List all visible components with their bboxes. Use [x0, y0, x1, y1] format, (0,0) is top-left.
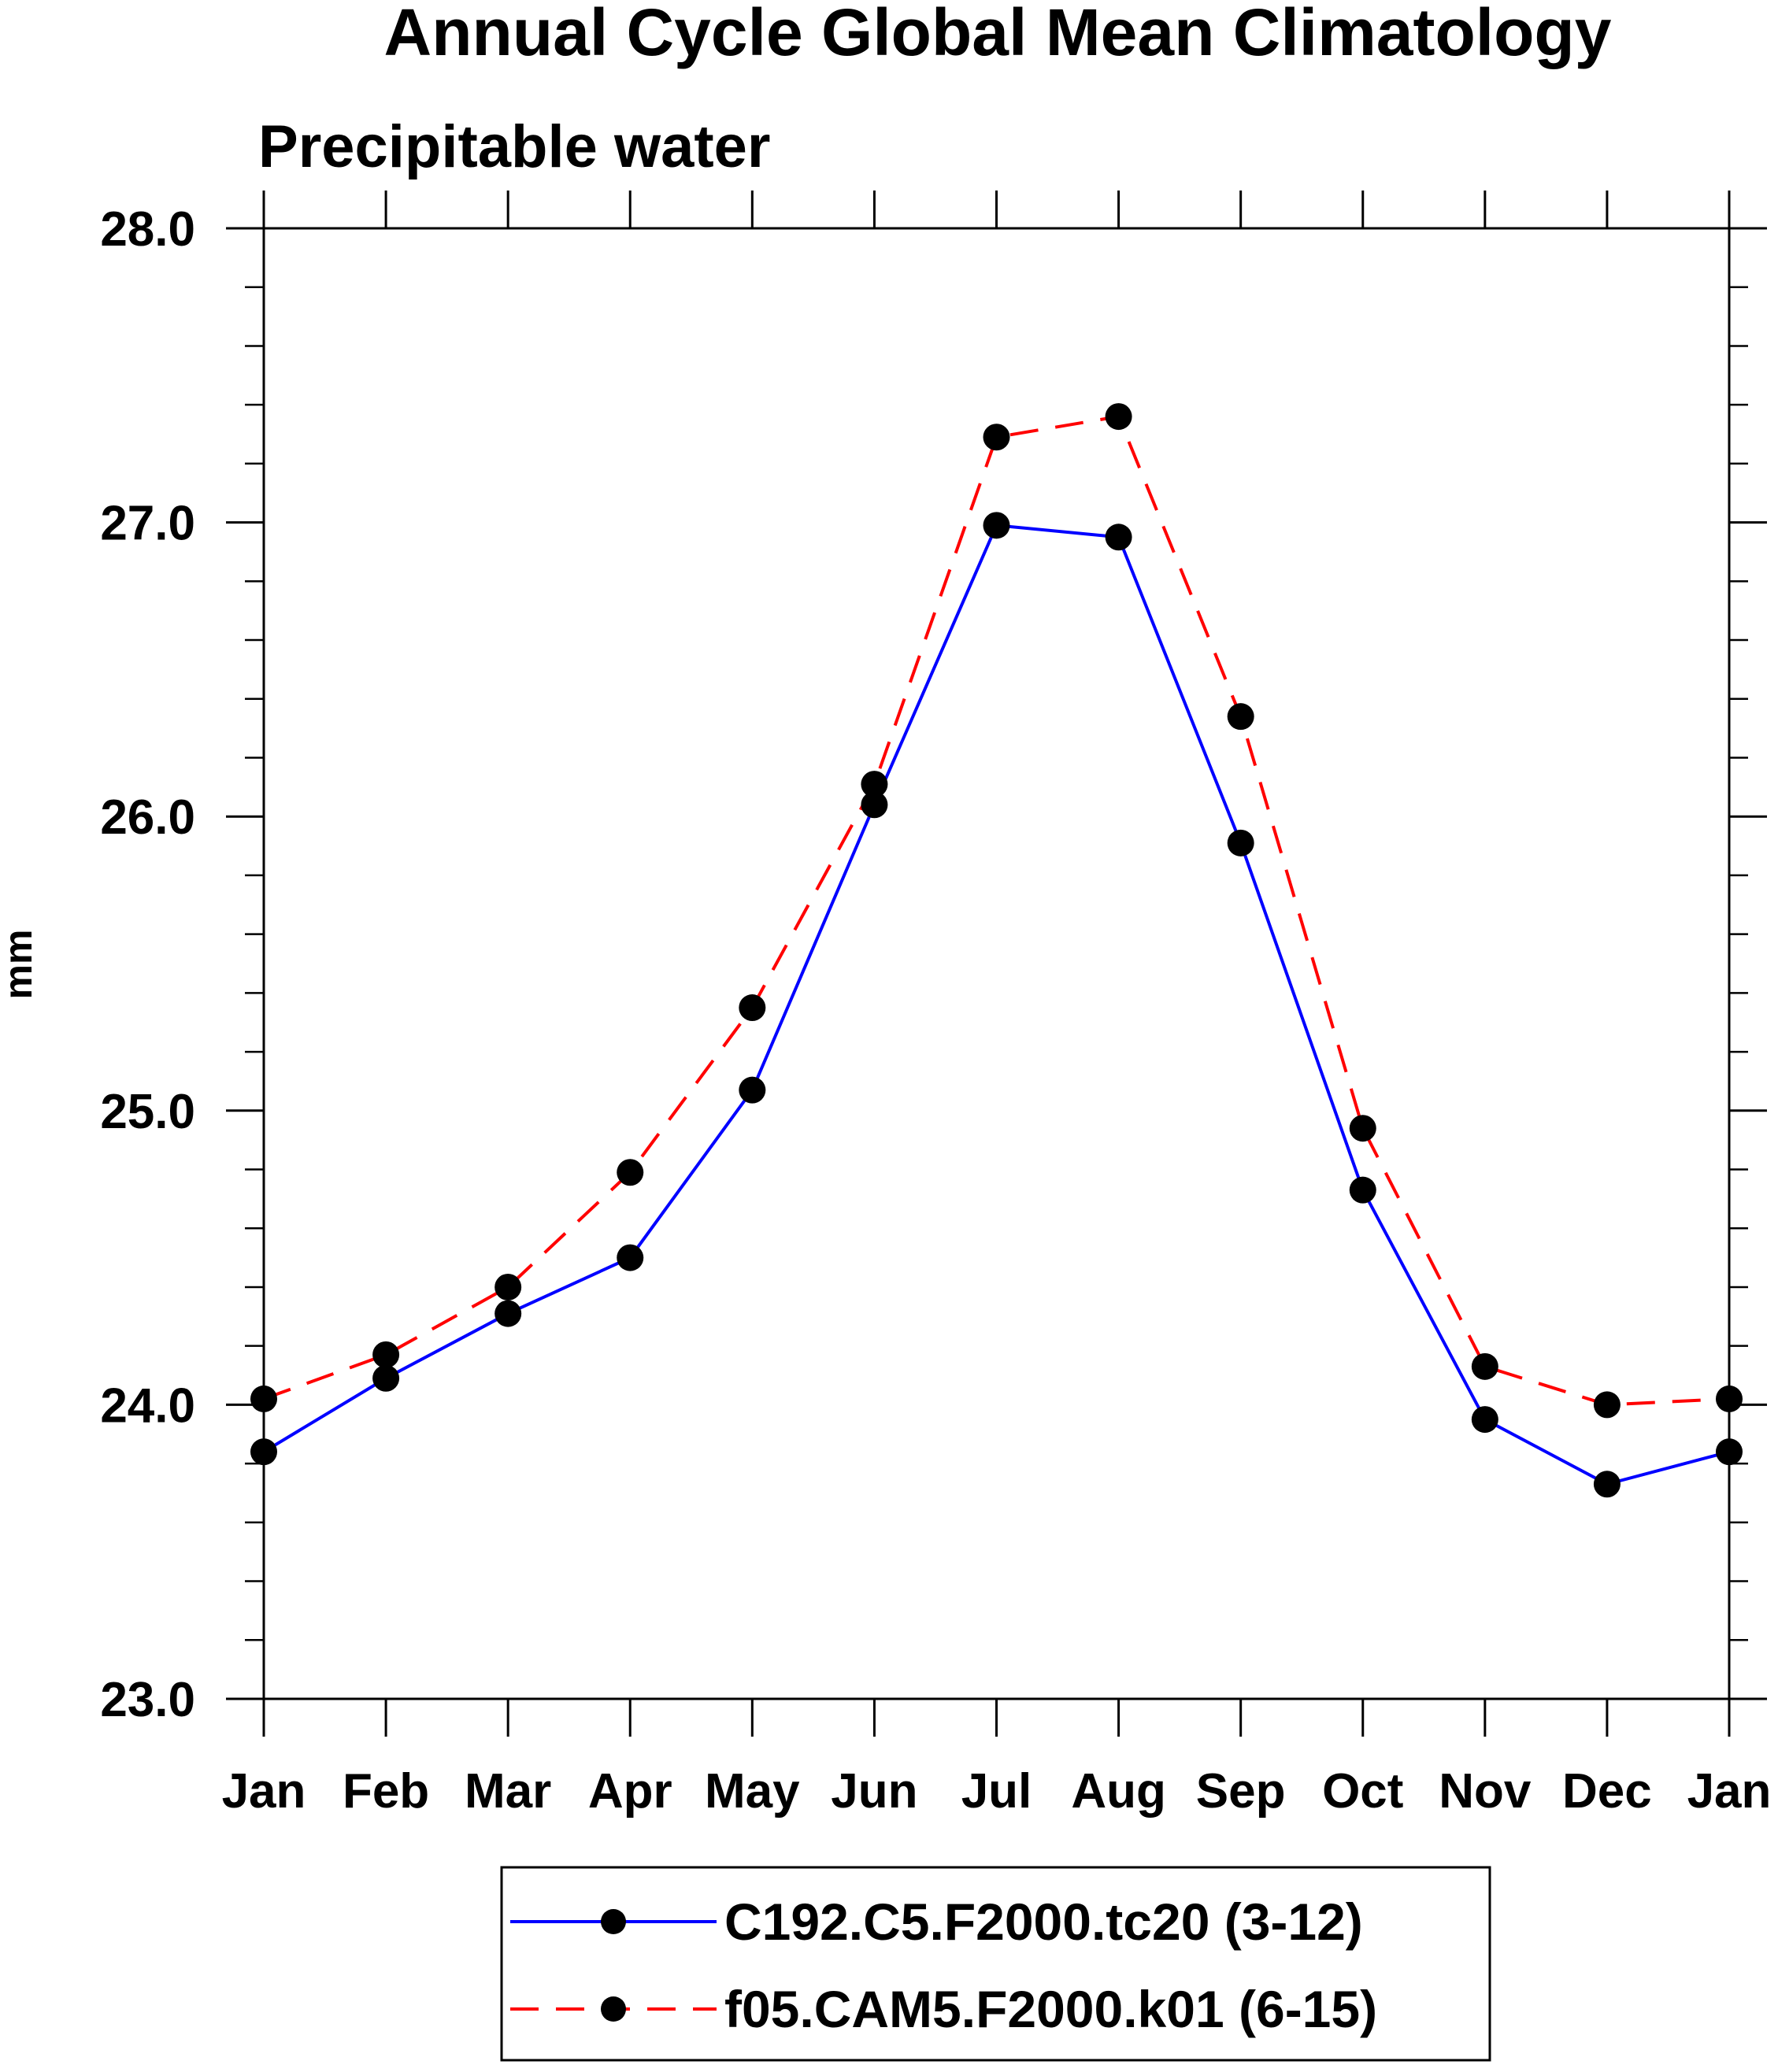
- y-axis-label: mm: [0, 930, 40, 1000]
- series-1-point: [1349, 1176, 1376, 1204]
- legend-marker-series-1: [601, 1909, 626, 1934]
- series-1-point: [1471, 1406, 1498, 1434]
- y-tick-label: 23.0: [100, 1673, 195, 1727]
- series-1-point: [983, 512, 1010, 539]
- series-1-point: [1593, 1471, 1621, 1498]
- series-2-point: [1349, 1115, 1376, 1142]
- x-tick-label: Jun: [831, 1764, 917, 1819]
- series-1-point: [495, 1300, 522, 1327]
- series-1-point: [739, 1076, 766, 1104]
- x-tick-label: May: [705, 1764, 800, 1819]
- series-2-point: [861, 771, 888, 798]
- x-tick-label: Sep: [1196, 1764, 1286, 1819]
- series-2-point: [1471, 1352, 1498, 1380]
- series-1-point: [1105, 524, 1132, 551]
- series-line-2: [263, 414, 1730, 1407]
- x-tick-label: Aug: [1071, 1764, 1166, 1819]
- x-tick-label: Jan: [1687, 1764, 1772, 1819]
- legend-marker-series-2: [601, 1996, 626, 2022]
- y-tick-label: 26.0: [100, 790, 195, 845]
- chart-subtitle: Precipitable water: [258, 113, 771, 180]
- series-2-point: [1105, 403, 1132, 431]
- series-1-point: [861, 791, 888, 819]
- series-1-point: [617, 1244, 644, 1271]
- x-tick-label: Dec: [1562, 1764, 1652, 1819]
- series-2-point: [983, 424, 1010, 451]
- legend: C192.C5.F2000.tc20 (3-12) f05.CAM5.F2000…: [500, 1866, 1491, 2062]
- legend-box: [500, 1866, 1491, 2062]
- x-tick-label: Feb: [343, 1764, 429, 1819]
- x-tick-label: Jan: [222, 1764, 306, 1819]
- series-1-point: [1227, 829, 1254, 857]
- x-tick-label: Mar: [465, 1764, 551, 1819]
- y-tick-label: 24.0: [100, 1378, 195, 1433]
- x-tick-label: Jul: [961, 1764, 1032, 1819]
- series-2-point: [372, 1341, 400, 1368]
- series-2-point: [1227, 703, 1254, 731]
- axis-ticks: 23.0 24.0 25.0 26.0 27.0 28.0 Jan Feb Mar Apr May J…: [100, 191, 1771, 1819]
- series-layer: [250, 403, 1743, 1498]
- legend-label-series-2: f05.CAM5.F2000.k01 (6-15): [724, 1980, 1377, 2038]
- chart-title: Annual Cycle Global Mean Climatology: [384, 0, 1612, 69]
- series-2-point: [617, 1159, 644, 1186]
- x-tick-label: Nov: [1439, 1764, 1532, 1819]
- series-line-1: [262, 524, 1730, 1486]
- series-1-point: [372, 1364, 400, 1392]
- series-2-point: [1593, 1391, 1621, 1419]
- legend-label-series-1: C192.C5.F2000.tc20 (3-12): [724, 1893, 1363, 1951]
- series-2-point: [739, 994, 766, 1022]
- x-tick-label: Apr: [588, 1764, 672, 1819]
- series-2-point: [495, 1273, 522, 1301]
- y-tick-label: 28.0: [100, 202, 195, 257]
- x-tick-label: Oct: [1322, 1764, 1403, 1819]
- y-tick-label: 27.0: [100, 497, 195, 551]
- y-tick-label: 25.0: [100, 1085, 195, 1139]
- plot-frame: [262, 227, 1731, 1700]
